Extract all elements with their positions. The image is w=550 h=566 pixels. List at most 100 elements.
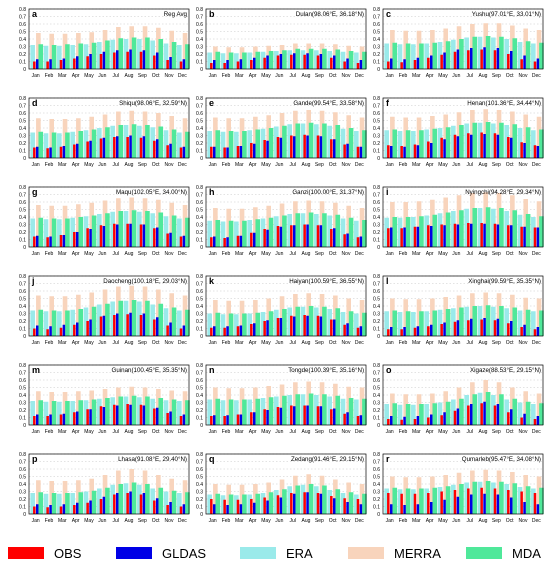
x-tick-label: Sep [138,73,147,79]
legend: OBS GLDAS ERA MERRA MDA [0,540,550,566]
bar-era-apr [247,220,252,247]
x-tick-label: Jan [386,251,394,257]
bar-mda-aug [308,484,314,514]
bar-mda-mar [65,401,70,425]
legend-swatch [466,547,502,559]
bar-gldas-nov [523,413,526,425]
bar-merra-nov [523,475,528,514]
bar-mda-apr [255,51,261,69]
bar-gldas-jan [212,60,216,69]
y-tick-label: 0.2 [19,230,26,236]
x-tick-label: Mar [412,251,421,257]
bar-merra-mar [62,205,68,247]
bar-gldas-mar [62,235,66,247]
bar-obs-dec [356,327,360,336]
bar-gldas-aug [306,53,309,69]
bar-obs-nov [343,324,346,336]
bar-obs-may [86,141,89,158]
bar-era-oct [150,488,155,514]
bar-gldas-jun [102,137,106,158]
bar-merra-dec [182,205,188,247]
y-tick-label: 0.5 [373,207,380,213]
bar-gldas-jan [212,415,216,425]
bar-mda-jun [282,125,287,158]
bar-merra-jul [116,111,121,158]
bar-gldas-apr [429,55,433,69]
panel-title: Lhasa(91.08°E, 29.40°N) [118,456,187,463]
x-tick-label: Dec [532,162,541,168]
bar-mda-jan [392,129,398,158]
bar-merra-apr [253,387,258,425]
bar-obs-feb [400,329,403,336]
x-tick-label: Nov [165,429,174,435]
bar-obs-jul [113,404,116,425]
bar-merra-jun [279,296,285,336]
bar-mda-jul [472,122,478,158]
bar-gldas-aug [483,318,486,336]
bar-mda-nov [348,128,354,158]
x-tick-label: Jan [32,73,40,79]
bar-merra-jan [213,208,218,247]
bar-era-mar [411,44,416,69]
bar-obs-sep [139,315,143,336]
bar-mda-sep [145,484,150,514]
bar-obs-apr [250,143,253,158]
plot-frame [28,186,190,248]
bar-era-jun [97,304,102,336]
bar-merra-jul [293,294,298,336]
bar-gldas-feb [403,227,406,247]
bar-obs-feb [400,228,403,247]
bar-obs-may [263,57,266,69]
bar-mda-apr [432,42,438,69]
x-tick-label: Oct [506,162,514,168]
bar-obs-mar [59,506,63,514]
bar-obs-dec [533,145,537,158]
x-tick-label: Jul [289,162,295,168]
x-tick-label: Apr [426,251,434,257]
y-tick-label: 0 [23,156,26,162]
x-tick-label: Jun [275,162,283,168]
bar-obs-oct [507,54,510,69]
bar-merra-jan [36,480,41,514]
x-tick-label: Sep [492,251,501,257]
bar-merra-jan [390,393,395,425]
bar-gldas-jul [292,406,296,425]
bar-mda-jul [295,394,301,425]
bar-mda-nov [171,307,177,336]
bar-mda-nov [171,129,177,158]
bar-era-jan [30,45,35,69]
bar-gldas-oct [155,139,159,158]
bar-obs-dec [179,61,183,69]
bar-mda-jan [215,398,221,425]
bar-obs-jan [210,237,213,247]
bar-gldas-mar [416,326,420,336]
bar-mda-aug [131,210,137,247]
bar-era-apr [424,311,429,336]
bar-era-aug [477,481,483,514]
bar-obs-mar [59,60,63,69]
x-tick-label: Apr [249,251,257,257]
x-tick-label: Jan [32,429,40,435]
bar-obs-mar [59,235,63,247]
bar-mda-feb [51,132,57,158]
x-tick-label: May [261,429,271,435]
y-tick-label: 0.1 [196,148,203,154]
bar-mda-oct [512,307,518,336]
bar-era-jul [464,306,469,336]
bar-merra-oct [510,387,515,425]
x-tick-label: Jun [98,162,106,168]
bar-merra-apr [76,118,81,158]
bar-era-oct [327,309,332,336]
bar-merra-sep [142,26,148,69]
bar-mda-mar [65,310,70,336]
x-tick-label: Nov [165,251,174,257]
bar-era-oct [327,215,332,247]
bar-obs-may [440,415,443,425]
bar-gldas-jan [389,416,393,425]
bar-mda-dec [362,493,367,514]
bar-merra-jan [213,117,218,158]
bar-mda-dec [185,217,190,247]
bar-obs-apr [250,324,253,336]
bar-mda-nov [525,41,531,69]
